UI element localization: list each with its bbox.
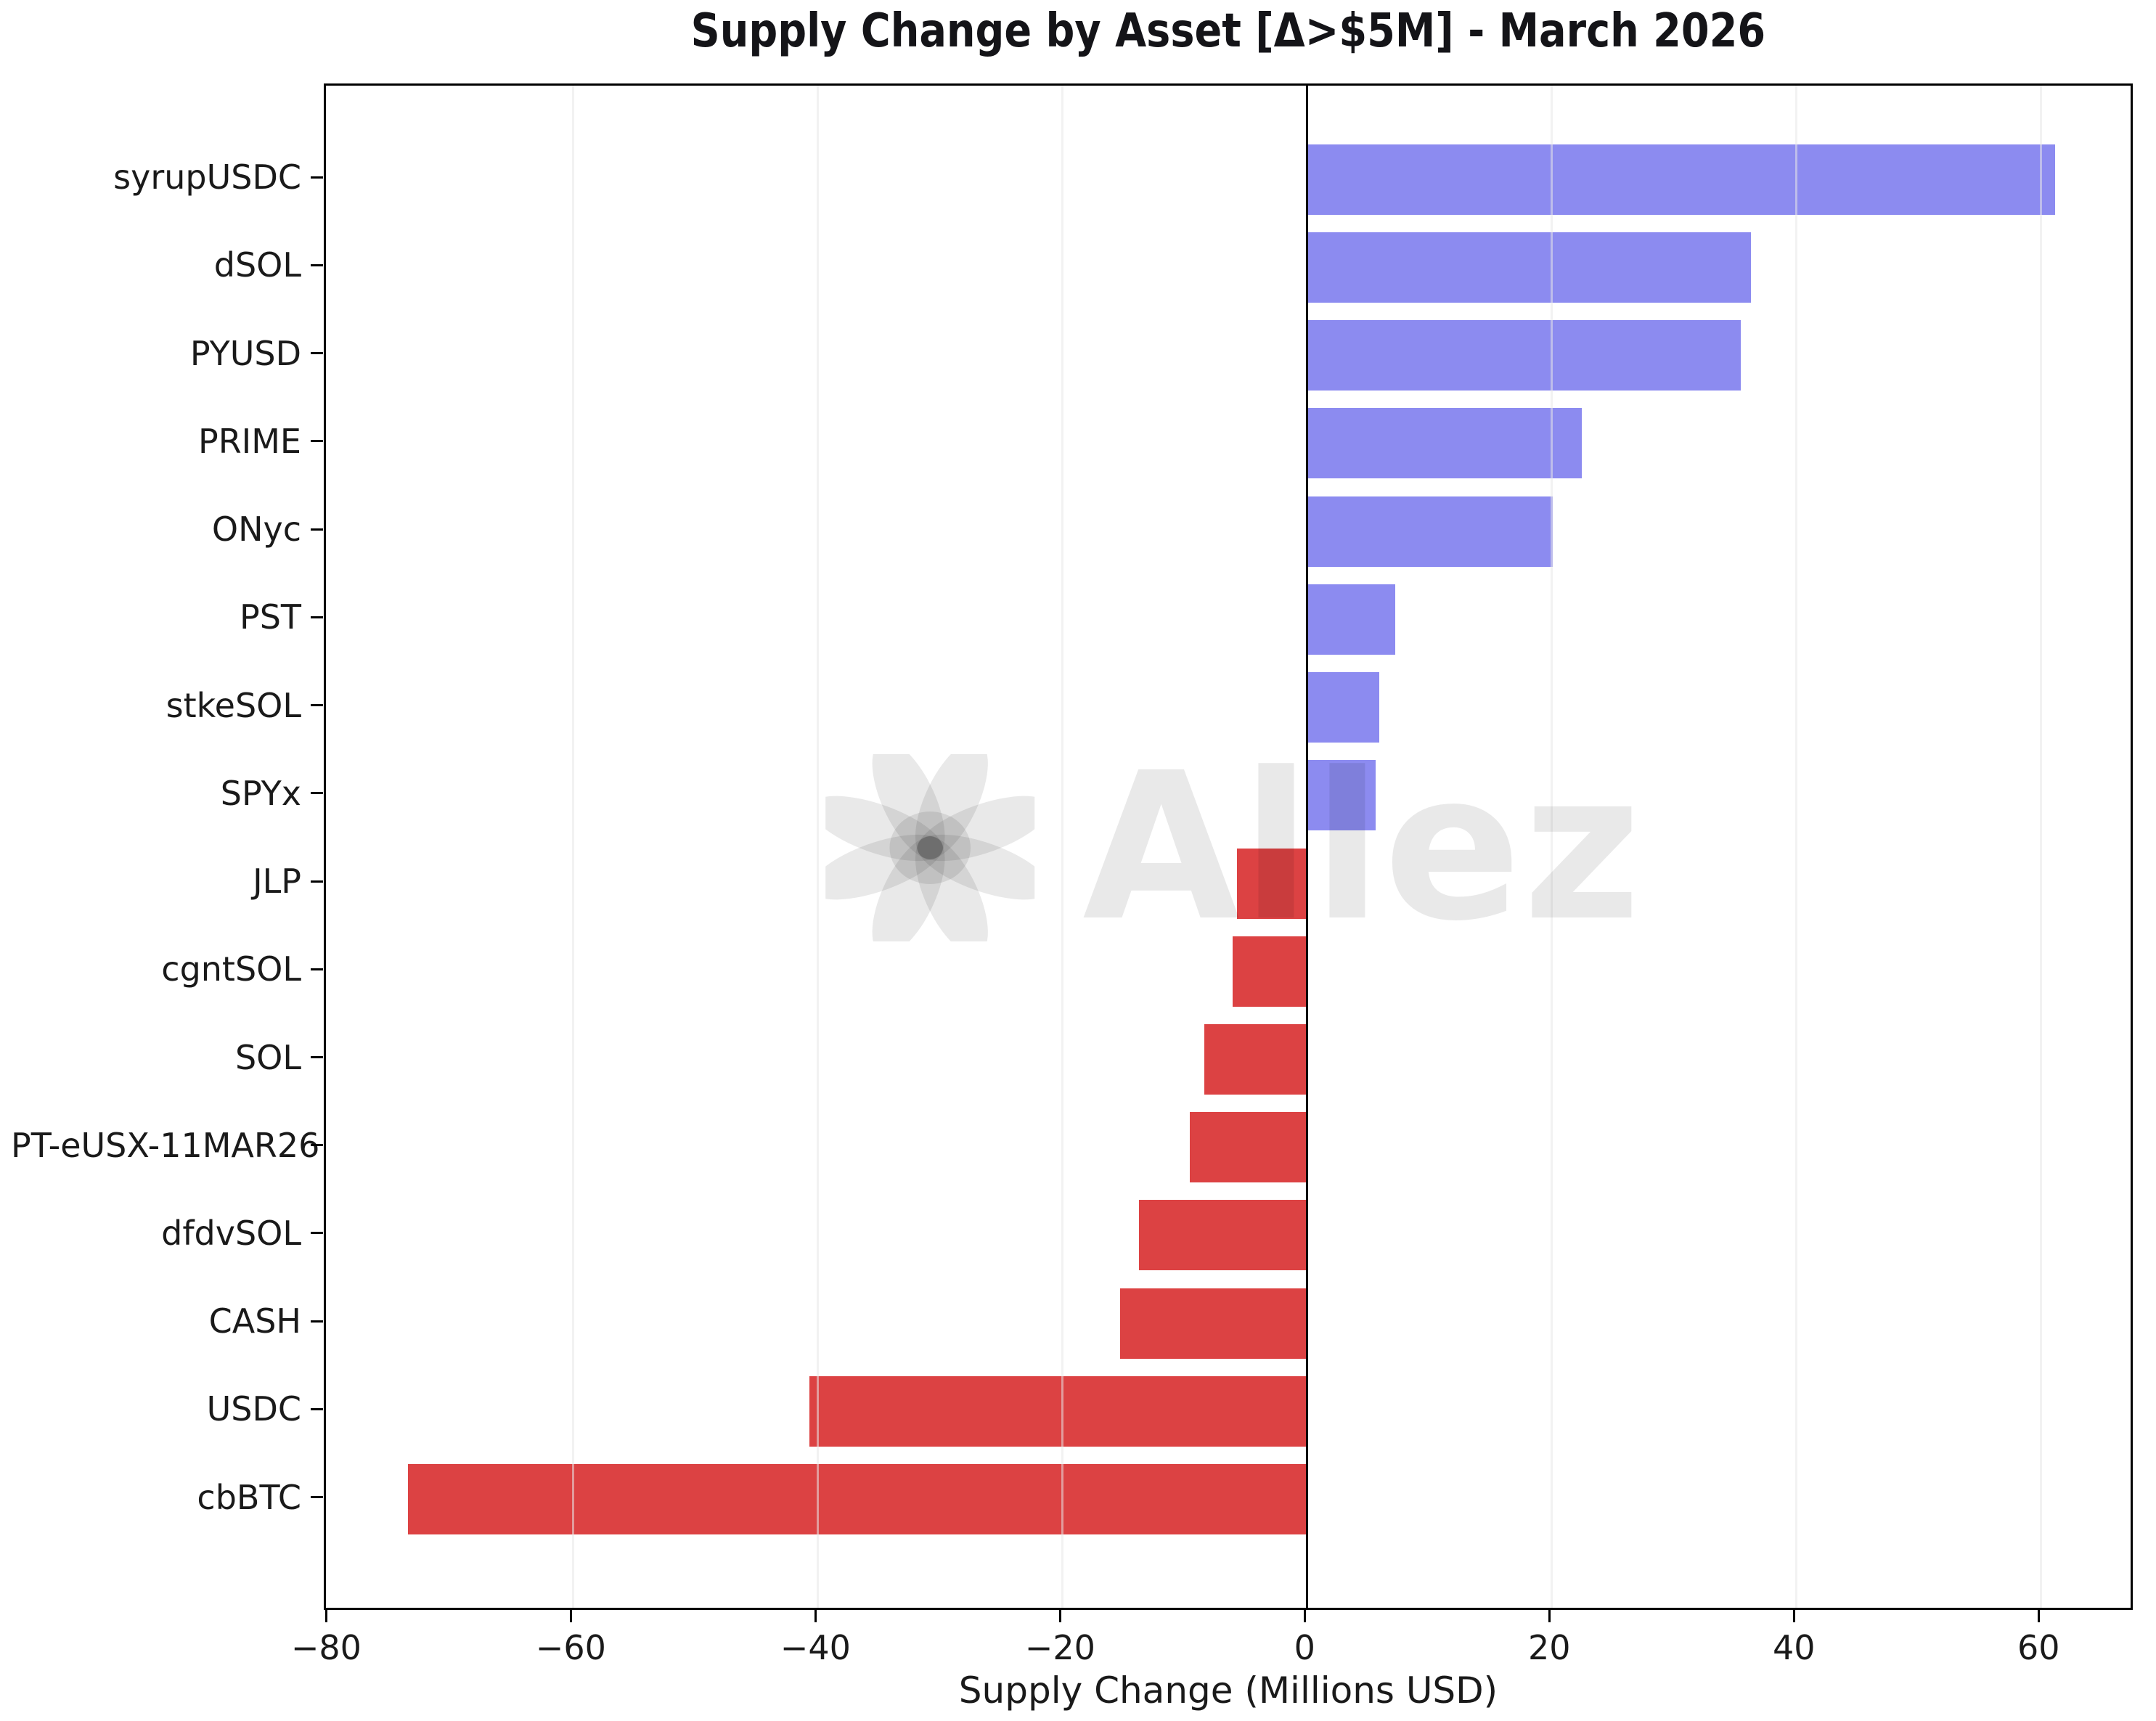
- bar-SPYx: [1307, 760, 1376, 831]
- y-category-label-PYUSD: PYUSD: [189, 333, 301, 373]
- chart-title: Supply Change by Asset [Δ>$5M] - March 2…: [690, 4, 1766, 58]
- y-tick-dfdvSOL: [311, 1232, 323, 1235]
- y-tick-PST: [311, 616, 323, 618]
- y-tick-SPYx: [311, 792, 323, 795]
- y-category-label-SPYx: SPYx: [220, 773, 301, 813]
- bar-SOL: [1204, 1024, 1307, 1095]
- y-category-label-PT-eUSX-11MAR26: PT-eUSX-11MAR26: [11, 1125, 320, 1165]
- y-category-label-syrupUSDC: syrupUSDC: [113, 158, 301, 197]
- y-tick-cbBTC: [311, 1496, 323, 1499]
- y-tick-JLP: [311, 880, 323, 883]
- y-tick-syrupUSDC: [311, 176, 323, 179]
- gridline-x-40: [1794, 86, 1797, 1608]
- bar-PST: [1307, 584, 1395, 655]
- y-tick-SOL: [311, 1056, 323, 1058]
- x-tick-label--60: −60: [535, 1628, 606, 1667]
- y-category-label-cgntSOL: cgntSOL: [161, 949, 301, 989]
- x-tick--80: [324, 1610, 327, 1622]
- y-tick-PYUSD: [311, 352, 323, 355]
- chart-title-wrap: Supply Change by Asset [Δ>$5M] - March 2…: [324, 4, 2133, 58]
- bar-CASH: [1119, 1288, 1307, 1359]
- y-category-label-USDC: USDC: [206, 1389, 301, 1429]
- y-category-label-JLP: JLP: [253, 862, 301, 902]
- x-tick-label--40: −40: [780, 1628, 851, 1667]
- x-tick-40: [1792, 1610, 1795, 1622]
- x-tick-label--80: −80: [290, 1628, 362, 1667]
- y-tick-PT-eUSX-11MAR26: [311, 1144, 323, 1147]
- bar-syrupUSDC: [1307, 144, 2056, 215]
- gridline-x-60: [2039, 86, 2042, 1608]
- bar-ONyc: [1307, 496, 1553, 567]
- y-category-label-PST: PST: [239, 597, 301, 637]
- x-tick-label-60: 60: [2017, 1628, 2060, 1667]
- y-category-label-dfdvSOL: dfdvSOL: [161, 1213, 301, 1253]
- zero-axis-line: [1305, 86, 1308, 1608]
- y-tick-USDC: [311, 1407, 323, 1410]
- x-tick-0: [1303, 1610, 1306, 1622]
- bar-USDC: [809, 1375, 1307, 1447]
- y-tick-stkeSOL: [311, 704, 323, 707]
- bar-PT-eUSX-11MAR26: [1189, 1112, 1307, 1183]
- x-tick-label-0: 0: [1294, 1628, 1315, 1667]
- gridline-x--20: [1061, 86, 1063, 1608]
- y-tick-cgntSOL: [311, 968, 323, 970]
- bar-stkeSOL: [1307, 672, 1379, 743]
- bar-dSOL: [1307, 232, 1751, 303]
- x-tick-label--20: −20: [1024, 1628, 1095, 1667]
- y-tick-dSOL: [311, 263, 323, 266]
- y-category-label-dSOL: dSOL: [213, 245, 301, 285]
- y-category-label-cbBTC: cbBTC: [197, 1477, 301, 1517]
- x-tick-60: [2037, 1610, 2040, 1622]
- gridline-x--60: [571, 86, 574, 1608]
- gridline-x-20: [1550, 86, 1553, 1608]
- bar-cgntSOL: [1232, 936, 1307, 1007]
- gridline-x--40: [816, 86, 819, 1608]
- x-tick--60: [569, 1610, 572, 1622]
- bar-PRIME: [1307, 408, 1583, 479]
- x-tick--40: [814, 1610, 817, 1622]
- bar-PYUSD: [1307, 320, 1741, 391]
- x-tick--20: [1058, 1610, 1061, 1622]
- y-category-label-CASH: CASH: [208, 1301, 301, 1341]
- bar-dfdvSOL: [1139, 1200, 1307, 1271]
- x-axis-label: Supply Change (Millions USD): [958, 1669, 1498, 1712]
- y-tick-ONyc: [311, 528, 323, 531]
- x-tick-label-20: 20: [1528, 1628, 1571, 1667]
- x-tick-label-40: 40: [1772, 1628, 1816, 1667]
- y-tick-CASH: [311, 1320, 323, 1323]
- plot-area: [324, 83, 2133, 1610]
- bar-JLP: [1237, 848, 1307, 919]
- y-category-label-PRIME: PRIME: [197, 421, 301, 461]
- y-category-label-ONyc: ONyc: [211, 510, 301, 549]
- x-tick-20: [1548, 1610, 1551, 1622]
- bar-cbBTC: [407, 1464, 1307, 1535]
- y-category-label-SOL: SOL: [234, 1037, 301, 1077]
- y-tick-PRIME: [311, 440, 323, 443]
- y-category-label-stkeSOL: stkeSOL: [166, 685, 301, 725]
